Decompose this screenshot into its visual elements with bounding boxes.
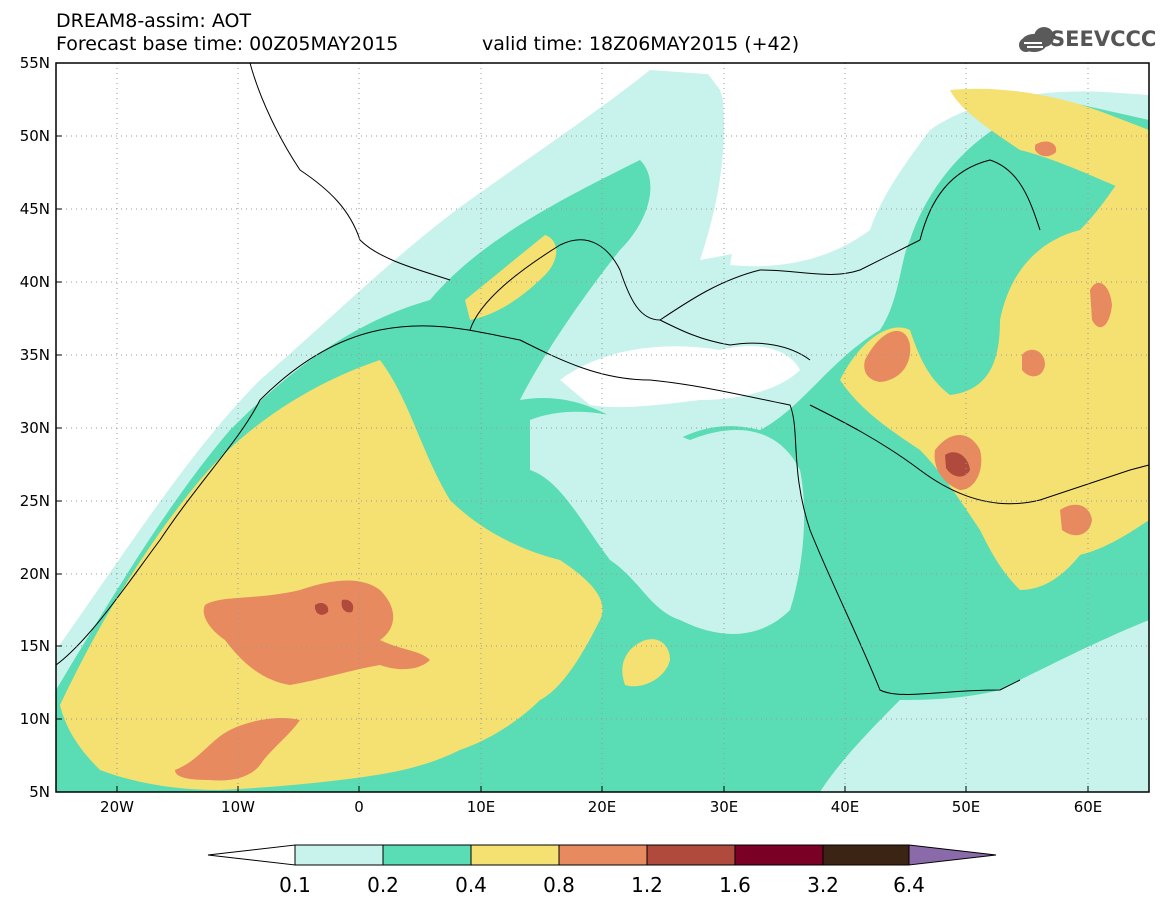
- colorbar-label: 0.1: [279, 873, 311, 897]
- lat-label: 50N: [20, 127, 50, 145]
- aot-clear-europe: [56, 63, 640, 600]
- aot-0.1-interior: [530, 411, 805, 634]
- aot-0.8-iran: [1022, 349, 1045, 377]
- title-base-time: Forecast base time: 00Z05MAY2015: [56, 33, 399, 55]
- aot-1.2-kuwait-core: [945, 452, 970, 477]
- lat-labels: 55N 50N 45N 40N 35N 30N 25N 20N 15N 10N …: [20, 54, 50, 801]
- colorbar-label: 0.2: [367, 873, 399, 897]
- lat-label: 55N: [20, 54, 50, 72]
- lon-label: 30E: [710, 798, 739, 816]
- lat-label: 5N: [29, 783, 50, 801]
- aot-clear-east-europe: [700, 63, 1149, 267]
- aot-0.4-middle-east: [840, 140, 1149, 590]
- coastlines: [56, 63, 1149, 695]
- lat-label: 25N: [20, 492, 50, 510]
- colorbar-label: 0.8: [543, 873, 575, 897]
- colorbar-label: 0.4: [455, 873, 487, 897]
- aot-clear-mediterranean: [560, 346, 800, 408]
- lat-label: 45N: [20, 200, 50, 218]
- colorbar-swatch: [734, 844, 824, 866]
- colorbar-swatch: [822, 844, 910, 866]
- lon-label: 10W: [221, 798, 255, 816]
- aot-0.4-sudan: [622, 639, 670, 687]
- colorbar-label: 6.4: [893, 873, 925, 897]
- lon-label: 20W: [100, 798, 134, 816]
- aot-0.8-guinea: [175, 718, 300, 781]
- aot-0.8-iran-east: [1090, 282, 1112, 328]
- aot-0.8-mali: [203, 580, 430, 685]
- lon-label: 0: [354, 798, 364, 816]
- aot-0.4-west-africa: [60, 360, 603, 790]
- aot-0.8-iraq: [864, 330, 911, 382]
- axis-ticks: [56, 62, 1089, 793]
- colorbar-swatch: [646, 844, 736, 866]
- colorbar-high-arrow: [908, 844, 997, 866]
- lon-labels: 20W 10W 0 10E 20E 30E 40E 50E 60E: [100, 798, 1102, 816]
- lon-label: 60E: [1074, 798, 1103, 816]
- lat-label: 15N: [20, 637, 50, 655]
- colorbar-label: 1.6: [719, 873, 751, 897]
- colorbar-label: 3.2: [807, 873, 839, 897]
- colorbar-label: 1.2: [631, 873, 663, 897]
- lat-label: 10N: [20, 710, 50, 728]
- logo-text: SEEVCCC: [1050, 27, 1157, 51]
- colorbar-swatch: [294, 844, 384, 866]
- title-valid-time: valid time: 18Z06MAY2015 (+42): [482, 33, 800, 55]
- title-product: DREAM8-assim: AOT: [56, 10, 252, 32]
- lat-label: 35N: [20, 346, 50, 364]
- aot-0.8-caspian: [1035, 141, 1057, 157]
- lon-label: 50E: [952, 798, 981, 816]
- aot-0.4-italy: [465, 235, 557, 320]
- lon-label: 20E: [588, 798, 617, 816]
- lat-label: 20N: [20, 565, 50, 583]
- aot-fields: [56, 63, 1149, 792]
- aot-0.8-oman: [1060, 504, 1092, 536]
- lat-label: 40N: [20, 273, 50, 291]
- colorbar: [207, 844, 997, 866]
- graticule: [56, 63, 1149, 792]
- colorbar-swatch: [558, 844, 648, 866]
- colorbar-swatch: [382, 844, 472, 866]
- colorbar-low-arrow: [207, 844, 296, 866]
- lon-label: 10E: [467, 798, 496, 816]
- lat-label: 30N: [20, 419, 50, 437]
- cloud-icon: [1019, 27, 1054, 52]
- colorbar-swatch: [470, 844, 560, 866]
- lon-label: 40E: [831, 798, 860, 816]
- aot-1.2-mali-core: [314, 599, 354, 615]
